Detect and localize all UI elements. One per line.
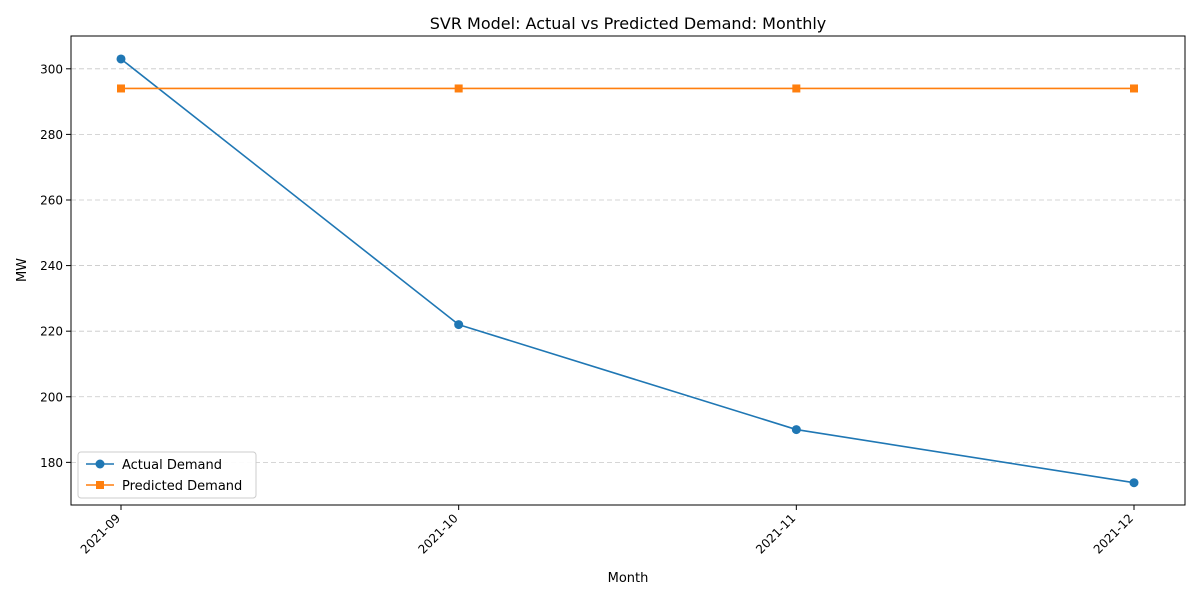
data-point-actual [791,425,801,435]
y-tick-label: 180 [40,456,63,470]
plot-area-frame [70,35,1186,506]
data-point-actual [454,320,464,330]
x-axis-label: Month [608,571,649,586]
y-tick-label: 300 [40,62,63,76]
data-point-predicted [454,84,463,93]
legend-box [77,451,257,499]
data-point-predicted [792,84,801,93]
chart-title: SVR Model: Actual vs Predicted Demand: M… [430,14,827,33]
series-lines [116,54,1139,488]
grid-lines [71,68,1185,463]
legend: Actual Demand Predicted Demand [77,451,257,499]
y-tick-label: 280 [40,128,63,142]
y-tick-label: 200 [40,390,63,404]
legend-marker-actual [95,459,105,469]
y-axis: 180 200 220 240 260 280 300 [40,62,71,470]
y-tick-label: 240 [40,259,63,273]
y-tick-label: 260 [40,193,63,207]
legend-label-predicted: Predicted Demand [122,479,242,494]
legend-marker-predicted [96,481,104,489]
y-tick-label: 220 [40,325,63,339]
data-point-actual [1129,478,1139,488]
data-point-actual [116,54,126,64]
series-line-actual [120,58,1135,484]
data-point-predicted [1130,84,1138,93]
data-point-predicted [117,84,125,93]
y-axis-label: MW [15,258,30,282]
legend-label-actual: Actual Demand [122,458,222,473]
